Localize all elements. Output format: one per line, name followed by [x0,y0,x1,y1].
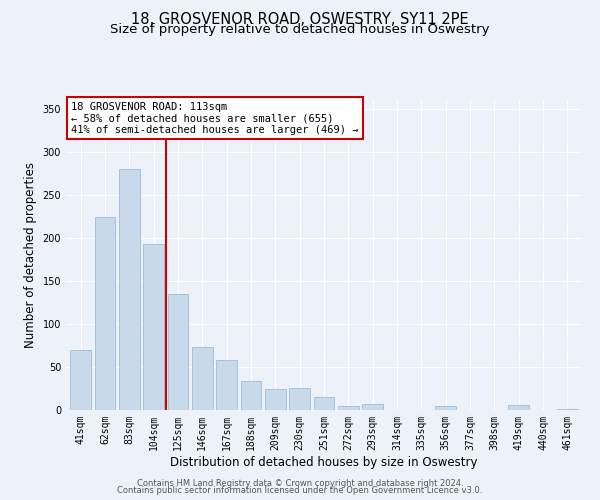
Bar [338,406,359,410]
Bar [265,390,286,410]
Bar [216,360,237,410]
Bar [167,294,188,410]
Text: 18 GROSVENOR ROAD: 113sqm
← 58% of detached houses are smaller (655)
41% of semi: 18 GROSVENOR ROAD: 113sqm ← 58% of detac… [71,102,359,134]
Bar [436,406,456,410]
Bar [557,409,578,410]
Bar [314,397,334,410]
Bar [70,350,91,410]
Text: Size of property relative to detached houses in Oswestry: Size of property relative to detached ho… [110,22,490,36]
Text: Contains HM Land Registry data © Crown copyright and database right 2024.: Contains HM Land Registry data © Crown c… [137,478,463,488]
Bar [362,404,383,410]
Y-axis label: Number of detached properties: Number of detached properties [24,162,37,348]
Bar [192,347,212,410]
Bar [95,217,115,410]
Text: 18, GROSVENOR ROAD, OSWESTRY, SY11 2PE: 18, GROSVENOR ROAD, OSWESTRY, SY11 2PE [131,12,469,28]
Text: Contains public sector information licensed under the Open Government Licence v3: Contains public sector information licen… [118,486,482,495]
Bar [508,405,529,410]
X-axis label: Distribution of detached houses by size in Oswestry: Distribution of detached houses by size … [170,456,478,468]
Bar [143,244,164,410]
Bar [119,169,140,410]
Bar [241,380,262,410]
Bar [289,388,310,410]
